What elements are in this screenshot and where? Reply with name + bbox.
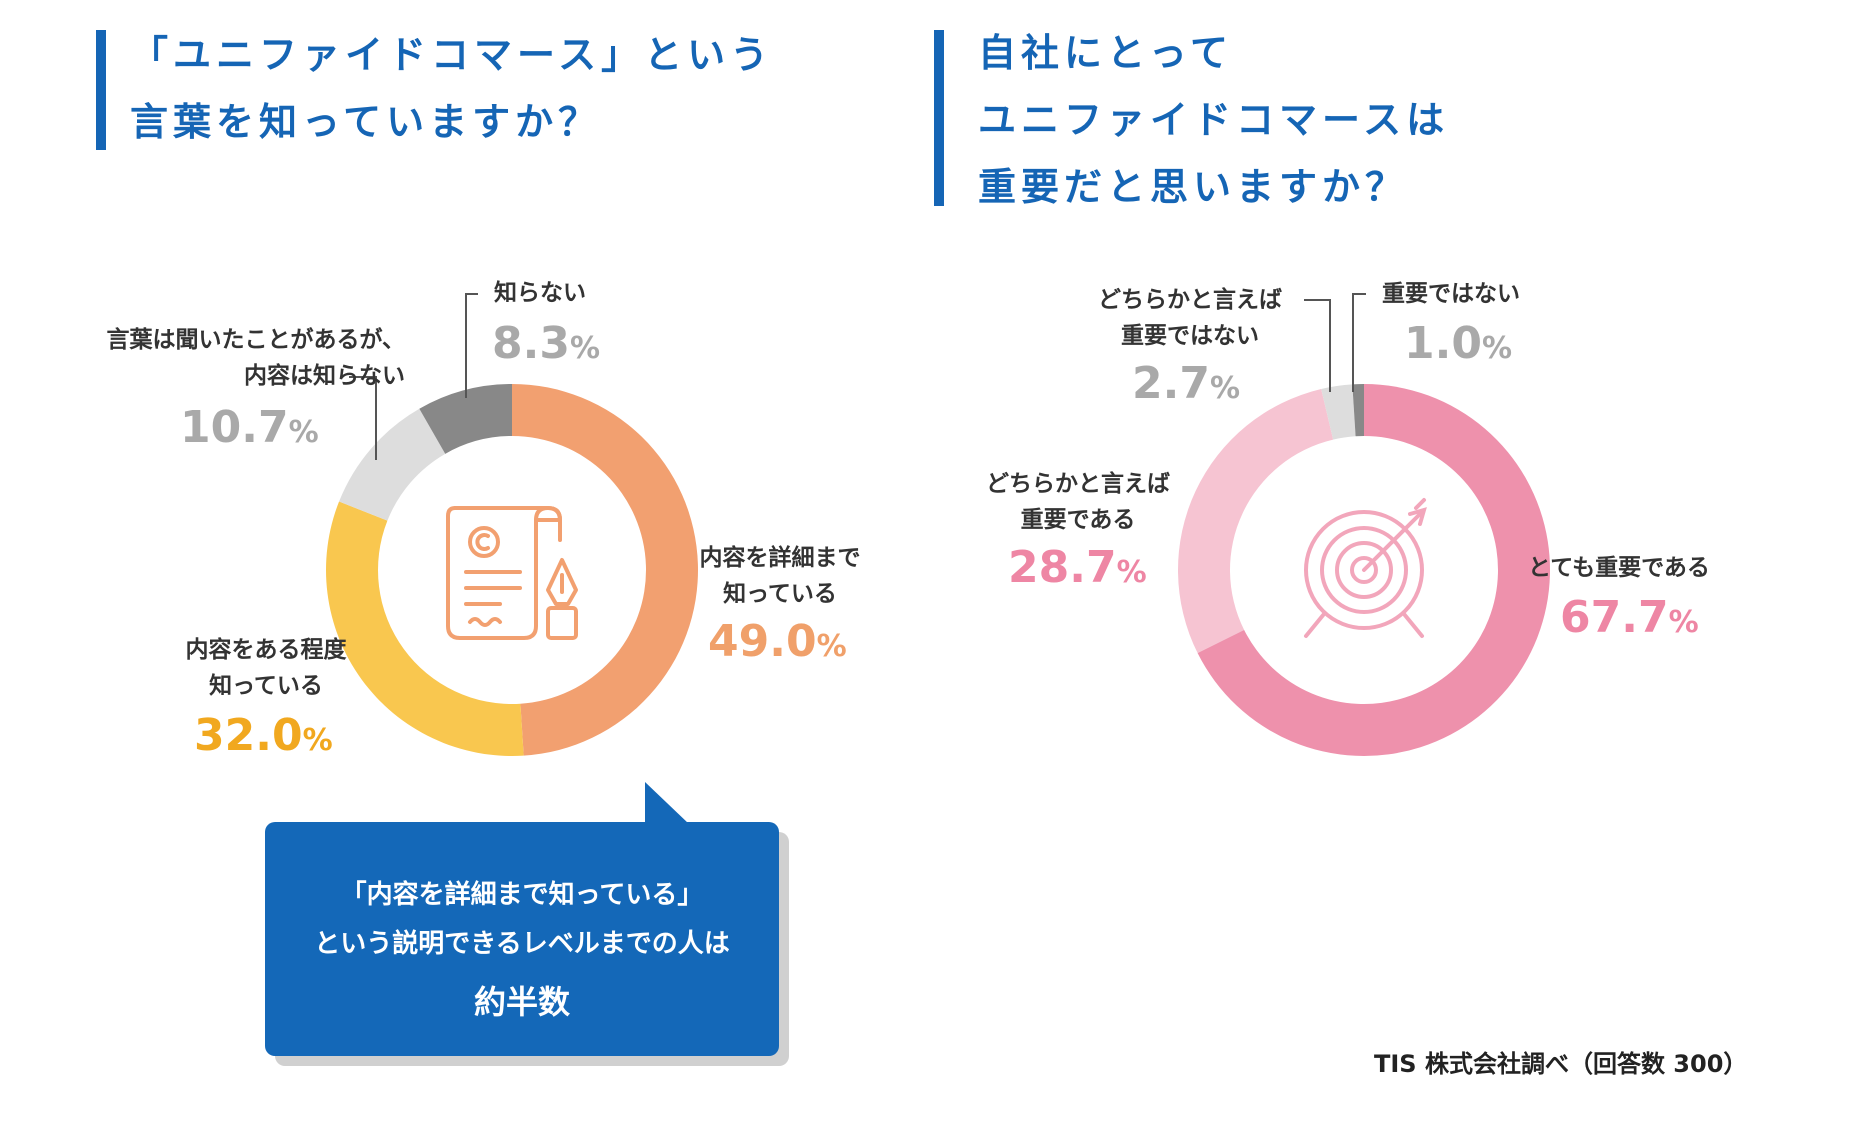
title-bar-right — [934, 30, 944, 206]
pct-dochira-important: 28.7% — [1008, 542, 1147, 593]
label-line: 知っている — [209, 673, 323, 699]
donut-chart-importance — [1178, 384, 1550, 757]
pct-unit: % — [302, 723, 333, 758]
pct-very-important: 67.7% — [1560, 592, 1699, 643]
label-line: 知らない — [494, 280, 586, 306]
chart-title-right: 自社にとって ユニファイドコマースは 重要だと思いますか？ — [978, 20, 1449, 221]
label-line: 重要である — [1020, 507, 1136, 533]
donut-slice-3 — [339, 408, 446, 521]
donut-slice-1 — [512, 384, 699, 756]
callout-tail — [645, 782, 689, 824]
chart-title-right-line: 重要だと思いますか？ — [978, 165, 1409, 209]
label-line: どちらかと言えば — [1098, 287, 1282, 313]
donut-slice-4 — [419, 384, 512, 454]
pct-unit: % — [1668, 605, 1699, 640]
label-very-important: とても重要である — [1528, 550, 1710, 586]
label-line: 内容を詳細まで — [699, 545, 861, 571]
pct-unit: % — [816, 629, 847, 664]
callout-box: 「内容を詳細まで知っている」 という説明できるレベルまでの人は 約半数 — [265, 822, 779, 1056]
pct-value: 67.7 — [1560, 592, 1669, 643]
chart-title-left-line: 「ユニファイドコマース」という — [130, 33, 774, 77]
leader-line-not-important — [1352, 293, 1366, 392]
pct-value: 1.0 — [1404, 318, 1482, 369]
pct-unit: % — [1116, 555, 1147, 590]
pct-kiitakoto: 10.7% — [180, 402, 319, 453]
leader-line-shiranai — [465, 293, 478, 398]
pct-value: 28.7 — [1008, 542, 1117, 593]
label-shousai: 内容を詳細まで 知っている — [680, 540, 880, 612]
callout-line1: 「内容を詳細まで知っている」 — [340, 880, 704, 910]
donut-slice-4 — [1352, 384, 1364, 437]
pct-shousai: 49.0% — [708, 616, 847, 667]
label-line: 内容は知らない — [244, 363, 405, 389]
pct-dochira-not: 2.7% — [1132, 358, 1240, 409]
label-line: 内容をある程度 — [185, 637, 347, 663]
pct-unit: % — [1209, 371, 1241, 406]
chart-title-left-line: 言葉を知っていますか？ — [130, 100, 602, 144]
pct-value: 8.3 — [492, 318, 570, 369]
pct-value: 10.7 — [180, 402, 289, 453]
chart-title-right-line: 自社にとって — [978, 31, 1233, 75]
pct-value: 2.7 — [1132, 358, 1210, 409]
chart-title-left: 「ユニファイドコマース」という 言葉を知っていますか？ — [130, 22, 773, 156]
pct-not-important: 1.0% — [1404, 318, 1512, 369]
pct-value: 32.0 — [194, 710, 303, 761]
leader-line-dochira-not — [1304, 299, 1331, 392]
label-line: 重要ではない — [1382, 281, 1520, 307]
leader-line-kiitakoto — [349, 376, 377, 460]
source-note: TIS 株式会社調べ（回答数 300） — [1374, 1050, 1748, 1078]
pct-unit: % — [288, 415, 319, 450]
pct-value: 49.0 — [708, 616, 817, 667]
document-pen-icon — [446, 506, 578, 640]
callout-line2: という説明できるレベルまでの人は — [314, 929, 730, 959]
leader-lines-left — [349, 293, 478, 460]
label-not-important: 重要ではない — [1382, 276, 1520, 312]
leader-lines-right — [1304, 293, 1366, 392]
pct-aruteido: 32.0% — [194, 710, 333, 761]
donut-slice-1 — [1197, 384, 1550, 757]
chart-title-right-line: ユニファイドコマースは — [978, 98, 1450, 142]
pct-unit: % — [569, 331, 601, 366]
pct-unit: % — [1481, 331, 1513, 366]
label-line: とても重要である — [1528, 555, 1710, 581]
label-line: 重要ではない — [1121, 323, 1259, 349]
donut-slice-2 — [1178, 388, 1334, 654]
pct-shiranai: 8.3% — [492, 318, 600, 369]
label-dochira-not: どちらかと言えば 重要ではない — [1080, 282, 1300, 354]
donut-slice-3 — [1321, 384, 1356, 440]
label-line: 知っている — [723, 581, 837, 607]
label-aruteido: 内容をある程度 知っている — [166, 632, 366, 704]
title-bar-left — [96, 30, 106, 150]
donut-slice-2 — [326, 501, 524, 756]
label-line: 言葉は聞いたことがあるが、 — [106, 327, 405, 353]
label-shiranai: 知らない — [494, 275, 586, 311]
label-line: どちらかと言えば — [986, 471, 1170, 497]
target-arrow-icon — [1304, 498, 1427, 638]
callout-line3: 約半数 — [473, 983, 570, 1021]
label-dochira-important: どちらかと言えば 重要である — [968, 466, 1188, 538]
donut-chart-awareness — [326, 384, 699, 756]
label-kiitakoto: 言葉は聞いたことがあるが、 内容は知らない — [80, 322, 405, 394]
